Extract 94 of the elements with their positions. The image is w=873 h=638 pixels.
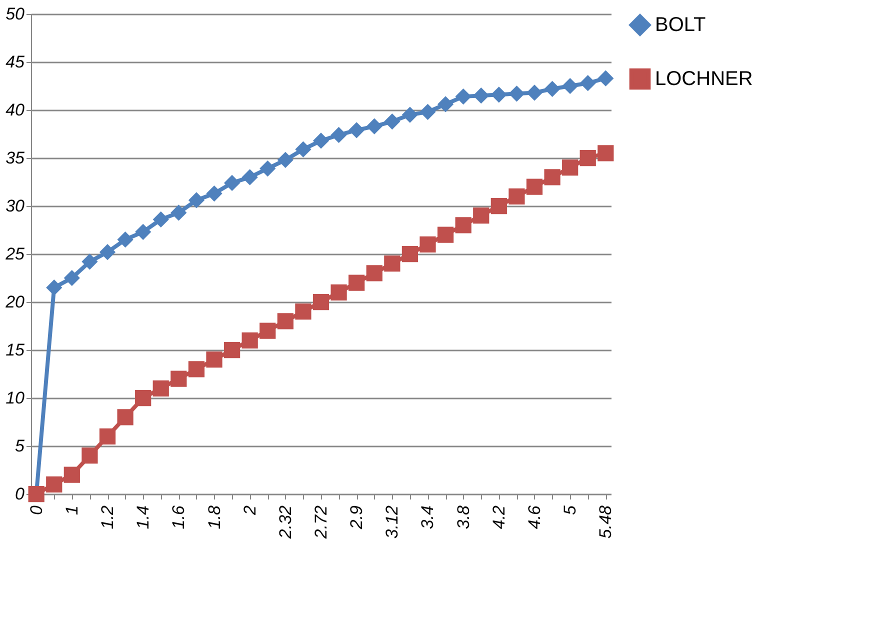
point (598, 145, 614, 162)
x-tick-label: 1.4 (134, 506, 153, 530)
point (437, 96, 454, 112)
y-tick-label: 20 (4, 292, 26, 312)
point (152, 380, 169, 396)
point (420, 236, 436, 252)
point (188, 192, 205, 208)
point (544, 80, 560, 97)
x-tick-label: 1.8 (204, 504, 224, 530)
point (64, 466, 80, 483)
point (508, 86, 525, 102)
x-tick-label: 1.6 (169, 504, 188, 530)
y-tick-label: 5 (15, 436, 26, 456)
y-tick-label: 10 (6, 388, 26, 408)
point (170, 370, 187, 387)
point (135, 224, 152, 240)
point (117, 409, 134, 426)
point (260, 160, 276, 177)
point (348, 274, 365, 291)
point (508, 188, 525, 204)
point (348, 122, 365, 138)
point (402, 106, 418, 123)
point (384, 256, 400, 272)
point (295, 141, 312, 158)
point (82, 448, 98, 464)
x-tick-label: 5 (560, 504, 580, 515)
x-tick-label: 4.6 (524, 504, 544, 530)
point (473, 88, 490, 104)
point (526, 84, 543, 101)
point (224, 174, 240, 192)
point (312, 294, 330, 310)
point (46, 476, 62, 492)
point (170, 204, 187, 221)
point (526, 178, 543, 195)
point (277, 152, 294, 168)
point (188, 361, 205, 378)
point (206, 352, 222, 368)
point (562, 78, 578, 94)
x-tick-label: 1.2 (98, 504, 118, 530)
point (562, 160, 578, 176)
legend-label: BOLT (655, 14, 706, 36)
point (420, 104, 436, 120)
point (99, 428, 116, 444)
point (64, 270, 80, 286)
point (46, 280, 62, 296)
y-tick-label: 0 (15, 484, 26, 504)
point (473, 208, 490, 224)
point (312, 132, 330, 149)
point (295, 304, 312, 320)
point (455, 217, 472, 234)
point (580, 150, 596, 166)
x-tick-label: 3.4 (418, 506, 438, 530)
x-tick-label: 2.72 (312, 504, 330, 540)
y-tick-label: 45 (6, 52, 26, 72)
x-tick-label: 5.48 (596, 504, 616, 539)
point (490, 198, 507, 214)
point (490, 86, 507, 103)
point (277, 313, 294, 330)
point (544, 169, 560, 186)
y-tick-label: 40 (6, 100, 26, 120)
point (242, 169, 258, 186)
y-tick-label: 35 (6, 148, 26, 168)
x-tick-label: 4.2 (489, 504, 508, 530)
y-tick-label: 25 (4, 244, 26, 264)
y-tick-label: 50 (6, 4, 26, 24)
point (384, 113, 400, 130)
point (82, 254, 98, 270)
x-tick-label: 2.32 (276, 504, 295, 540)
point (366, 118, 382, 134)
legend-label: LOCHNER (655, 68, 753, 90)
point (366, 265, 382, 282)
x-tick-label: 2 (240, 504, 260, 516)
point (455, 88, 472, 105)
point (580, 75, 596, 92)
point (206, 185, 222, 202)
x-tick-label: 1 (62, 506, 82, 515)
point (224, 342, 240, 358)
y-tick-label: 15 (6, 340, 26, 360)
point (598, 70, 614, 86)
point (242, 332, 258, 348)
point (152, 211, 169, 228)
point (330, 126, 347, 144)
point (260, 322, 276, 339)
point (330, 284, 347, 300)
point (117, 232, 134, 248)
point (99, 244, 116, 260)
x-tick-label: 0 (26, 504, 46, 515)
point (135, 390, 152, 406)
x-tick-label: 2.9 (347, 504, 366, 530)
point (402, 246, 418, 262)
x-tick-label: 3.12 (382, 504, 402, 539)
y-tick-label: 30 (6, 196, 26, 216)
point (437, 226, 454, 243)
x-tick-label: 3.8 (454, 504, 473, 530)
